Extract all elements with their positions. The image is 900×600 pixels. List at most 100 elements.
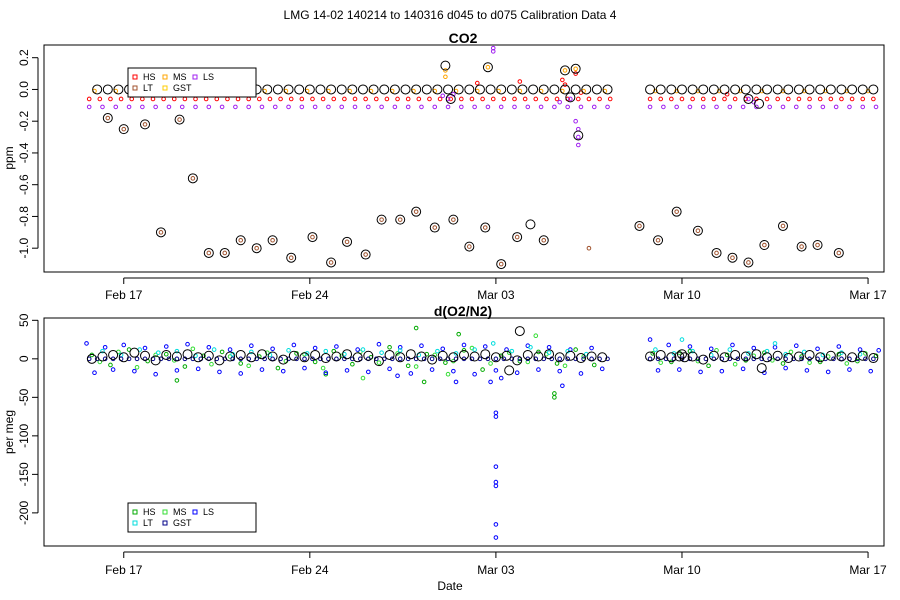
data-point	[233, 104, 238, 110]
data-point	[746, 351, 751, 356]
data-point	[267, 351, 278, 362]
data-point	[775, 96, 780, 102]
x-tick-label: Mar 10	[663, 563, 701, 577]
data-point	[179, 104, 185, 110]
data-point	[783, 84, 794, 95]
data-point	[493, 535, 499, 540]
data-point	[334, 356, 339, 362]
data-point	[108, 349, 119, 360]
data-point	[653, 88, 658, 94]
data-point	[700, 104, 706, 110]
data-point	[666, 342, 671, 348]
o2n2-y-axis-label: per meg	[2, 410, 16, 454]
co2-plot-frame	[43, 44, 885, 273]
data-point	[833, 247, 844, 258]
data-point	[496, 259, 507, 270]
data-point	[294, 84, 305, 95]
data-point	[267, 235, 278, 246]
data-point	[751, 84, 762, 95]
legend-swatch	[132, 520, 138, 526]
data-point	[687, 104, 693, 110]
data-point	[118, 124, 129, 135]
data-point	[203, 96, 209, 102]
data-point	[342, 96, 347, 102]
data-point	[560, 77, 565, 83]
data-point	[759, 240, 770, 251]
o2n2-legend: HS MS LS LT GST	[127, 502, 257, 533]
data-point	[817, 96, 823, 102]
data-point	[570, 63, 581, 74]
data-point	[655, 368, 661, 373]
data-point	[533, 351, 544, 362]
y-tick-label: 0	[17, 355, 31, 362]
data-point	[565, 92, 576, 103]
data-point	[849, 96, 855, 102]
data-point	[823, 88, 828, 94]
data-point	[727, 252, 738, 263]
data-point	[711, 247, 722, 258]
co2-y-axis: 0.2 0.0 -0.2 -0.4 -0.6 -0.8 -1.0	[17, 49, 39, 259]
data-point	[219, 104, 225, 110]
data-point	[440, 93, 446, 99]
data-point	[549, 84, 560, 95]
series-ls	[84, 337, 881, 540]
o2n2-plot-frame	[43, 317, 885, 547]
data-point	[743, 257, 754, 268]
data-point	[498, 261, 504, 267]
data-point	[711, 96, 717, 102]
data-point	[161, 96, 166, 102]
legend-label: LT	[143, 83, 153, 93]
data-point	[669, 96, 674, 102]
data-point	[825, 84, 836, 95]
data-point	[443, 68, 448, 73]
data-point	[493, 414, 499, 419]
data-point	[209, 361, 214, 367]
data-point	[400, 84, 411, 95]
data-point	[350, 361, 355, 367]
data-point	[312, 345, 318, 351]
data-point	[815, 84, 826, 95]
data-point	[397, 348, 403, 353]
data-point	[429, 367, 435, 372]
data-point	[576, 134, 581, 140]
data-point	[482, 225, 488, 230]
data-point	[323, 370, 329, 375]
data-point	[772, 341, 778, 346]
data-point	[97, 96, 103, 102]
data-point	[427, 354, 438, 365]
data-point	[445, 371, 451, 377]
data-point	[235, 349, 246, 360]
data-point	[272, 104, 278, 110]
data-point	[405, 349, 416, 360]
data-point	[366, 369, 371, 375]
data-point	[700, 96, 706, 102]
data-point	[493, 356, 499, 362]
data-point	[235, 235, 246, 246]
data-point	[92, 370, 97, 375]
data-point	[876, 348, 881, 353]
series-ls	[86, 45, 879, 148]
data-point	[238, 361, 244, 366]
data-point	[113, 104, 119, 110]
data-point	[395, 373, 400, 379]
data-point	[533, 333, 539, 339]
data-point	[113, 84, 124, 95]
data-point	[708, 84, 719, 95]
data-point	[448, 96, 454, 102]
data-point	[448, 214, 459, 225]
data-point	[360, 347, 366, 352]
data-point	[187, 173, 198, 184]
data-point	[174, 368, 180, 373]
data-point	[456, 331, 461, 337]
data-point	[546, 344, 552, 350]
data-point	[387, 366, 392, 372]
co2-legend: HS MS LS LT GST	[127, 67, 257, 98]
data-point	[759, 88, 765, 94]
data-point	[825, 369, 831, 375]
data-point	[490, 49, 496, 54]
data-point	[485, 64, 491, 70]
data-point	[302, 356, 307, 362]
data-point	[544, 96, 549, 102]
data-point	[708, 350, 719, 361]
data-point	[259, 104, 265, 110]
